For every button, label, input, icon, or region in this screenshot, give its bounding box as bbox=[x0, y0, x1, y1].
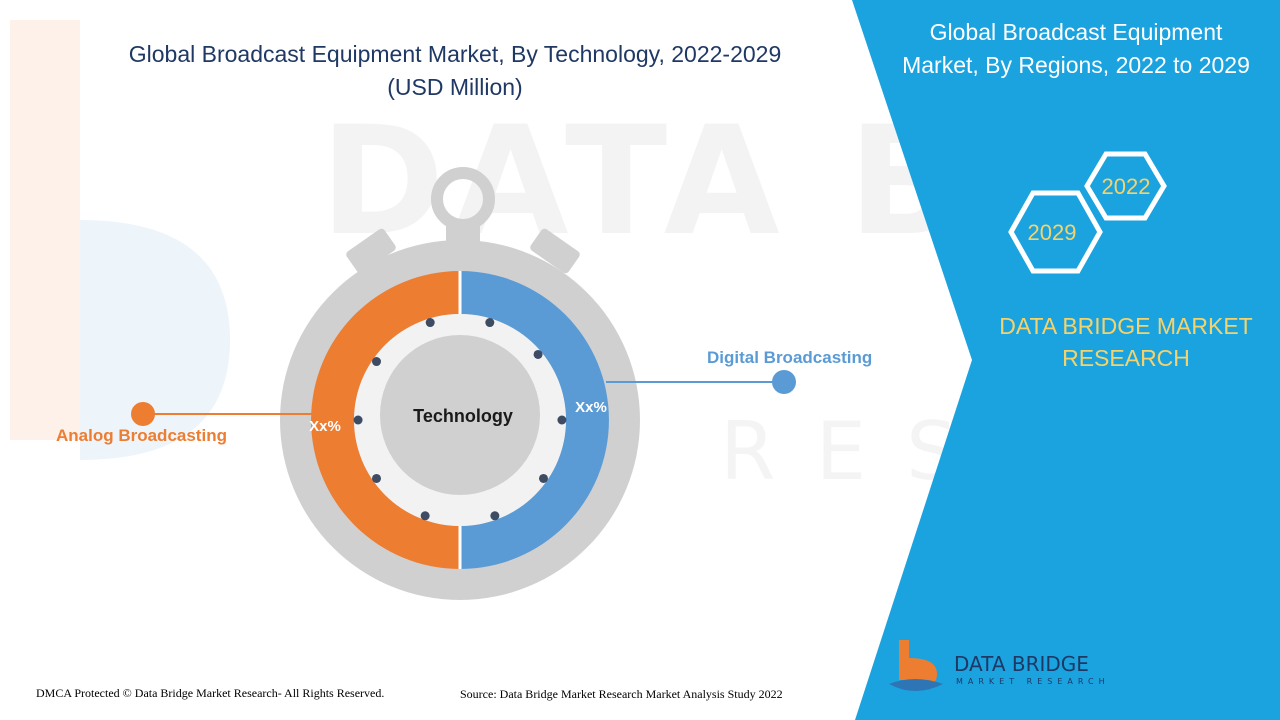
copyright-notice: DMCA Protected © Data Bridge Market Rese… bbox=[36, 686, 385, 700]
analog-broadcasting-label: Analog Broadcasting bbox=[56, 426, 227, 445]
dial-dots bbox=[353, 318, 567, 521]
stopwatch-ring-icon bbox=[431, 167, 495, 231]
center-label: Technology bbox=[413, 406, 513, 426]
brand-label: DATA BRIDGE MARKET RESEARCH bbox=[985, 310, 1267, 374]
dial-dot bbox=[557, 415, 567, 425]
stopwatch-left-button bbox=[346, 228, 396, 274]
analog-data-label: Xx% bbox=[309, 418, 341, 435]
brand-label-line1: DATA BRIDGE MARKET bbox=[999, 313, 1253, 339]
digital-broadcasting-label: Digital Broadcasting bbox=[707, 348, 873, 367]
dial-dot bbox=[372, 473, 382, 483]
logo-name: DATA BRIDGE bbox=[954, 652, 1089, 676]
slice-digital-broadcasting bbox=[460, 271, 609, 569]
chart-title-line2: (USD Million) bbox=[387, 74, 523, 100]
dial-dot bbox=[533, 349, 543, 359]
regions-title-line2: Market, By Regions, 2022 to 2029 bbox=[902, 52, 1250, 78]
analog-callout bbox=[131, 402, 312, 426]
regions-title-line1: Global Broadcast Equipment bbox=[929, 19, 1223, 45]
dial-dot bbox=[372, 357, 382, 367]
logo-tagline: MARKET RESEARCH bbox=[956, 677, 1110, 686]
digital-callout bbox=[606, 370, 796, 394]
stopwatch-right-button bbox=[530, 228, 580, 274]
brand-label-line2: RESEARCH bbox=[1062, 345, 1190, 371]
chart-title-line1: Global Broadcast Equipment Market, By Te… bbox=[128, 41, 782, 67]
dial-dot bbox=[420, 511, 430, 521]
dial-dot bbox=[490, 511, 500, 521]
regions-panel-title: Global Broadcast Equipment Market, By Re… bbox=[880, 16, 1272, 82]
analog-marker bbox=[131, 402, 155, 426]
digital-data-label: Xx% bbox=[575, 399, 607, 416]
dial-dot bbox=[425, 318, 435, 328]
source-note: Source: Data Bridge Market Research Mark… bbox=[460, 687, 783, 701]
chart-title: Global Broadcast Equipment Market, By Te… bbox=[60, 38, 850, 104]
dial-dot bbox=[353, 415, 363, 425]
slice-analog-broadcasting bbox=[311, 271, 460, 569]
center-disc bbox=[380, 335, 540, 495]
digital-marker bbox=[772, 370, 796, 394]
watermark-logo bbox=[10, 20, 230, 460]
data-bridge-logo-icon bbox=[889, 640, 943, 691]
dial-dot bbox=[485, 318, 495, 328]
dial-dot bbox=[538, 473, 548, 483]
